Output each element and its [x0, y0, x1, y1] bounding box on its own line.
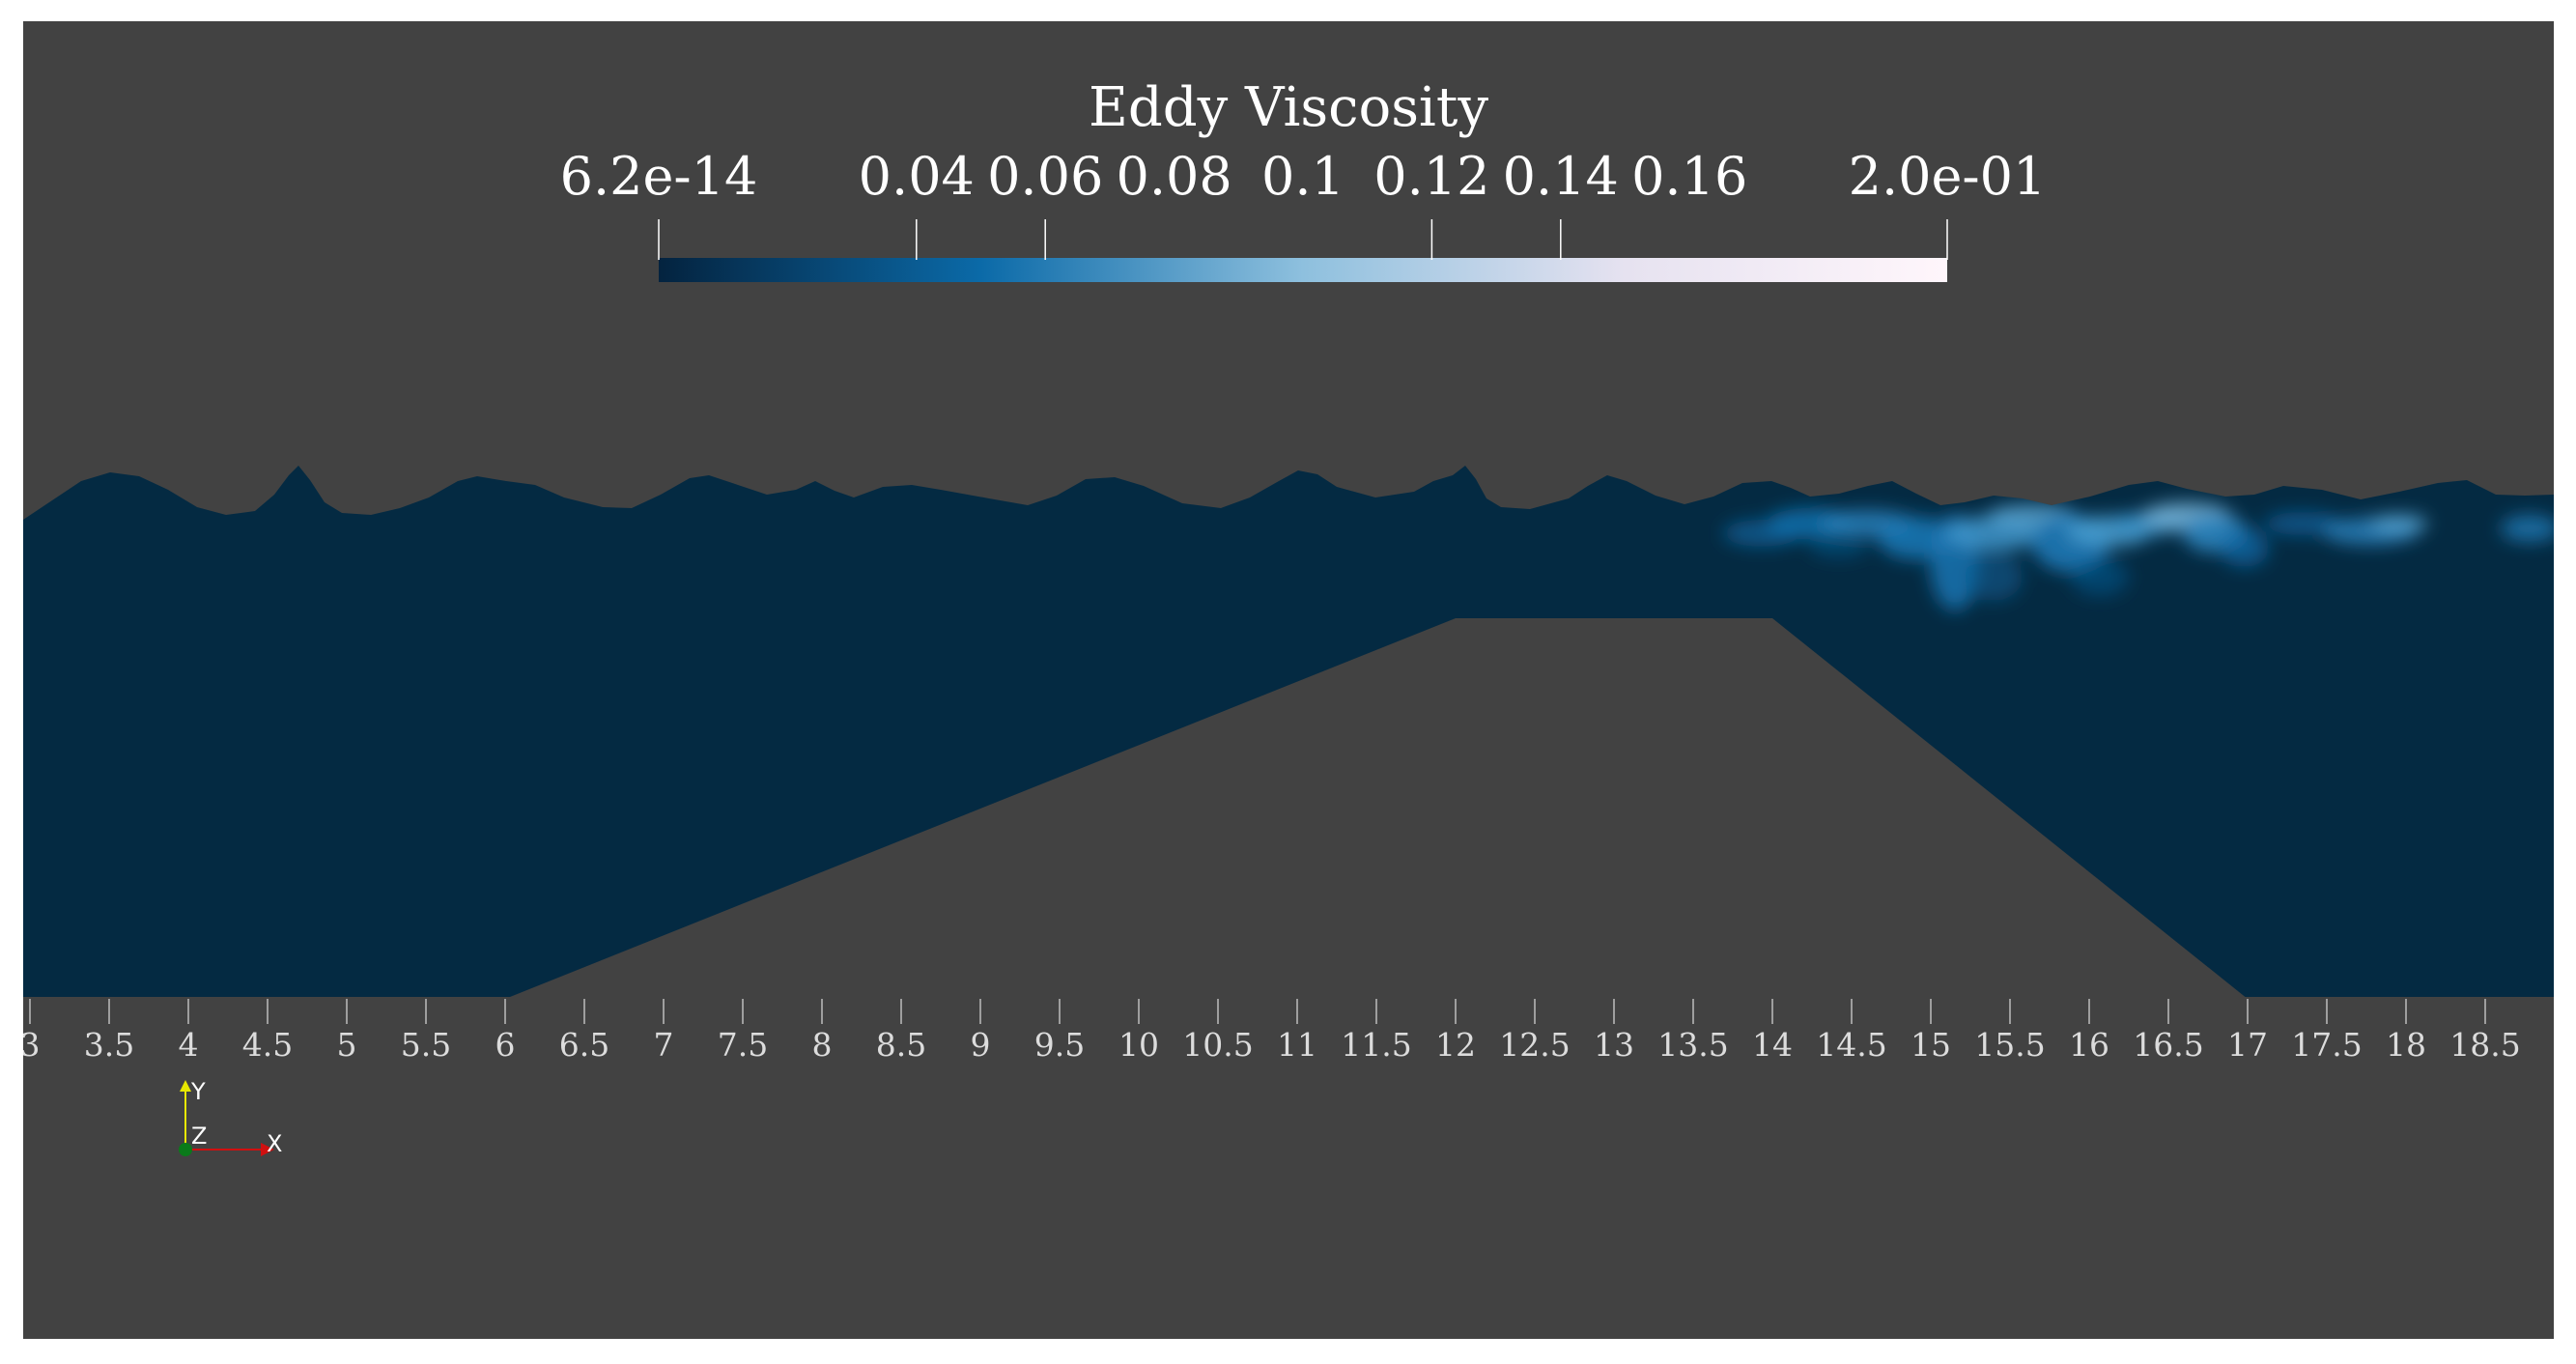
orientation-axes: [179, 1080, 274, 1156]
x-axis-tick-label: 4.5: [241, 1026, 294, 1064]
z-axis-dot: [179, 1143, 192, 1156]
x-axis-tick-label: 15: [1911, 1026, 1951, 1064]
x-axis-tick-label: 7: [653, 1026, 674, 1064]
x-axis-tick-label: 13: [1594, 1026, 1634, 1064]
x-axis-tick-label: 12: [1435, 1026, 1476, 1064]
x-axis-tick-label: 7.5: [717, 1026, 769, 1064]
viscosity-patch: [1965, 553, 2023, 601]
x-axis-arrowhead: [261, 1143, 274, 1156]
x-axis-tick-label: 8.5: [875, 1026, 927, 1064]
z-axis-label: Z: [191, 1122, 208, 1150]
x-axis-tick-label: 17.5: [2291, 1026, 2363, 1064]
x-axis-label: X: [267, 1130, 283, 1157]
x-axis-tick-label: 17: [2227, 1026, 2268, 1064]
x-axis-tick-label: 5.5: [400, 1026, 452, 1064]
x-axis-tick-label: 14: [1752, 1026, 1793, 1064]
viscosity-patch: [2071, 557, 2129, 596]
x-axis-tick-label: 12.5: [1499, 1026, 1571, 1064]
render-viewport[interactable]: Eddy Viscosity 6.2e-14 0.04 0.06 0.08 0.1 0.1…: [23, 21, 2554, 1339]
x-axis-tick-label: 11.5: [1341, 1026, 1412, 1064]
colorbar-title: Eddy Viscosity: [1089, 76, 1488, 139]
colorbar-label: 0.14: [1502, 146, 1619, 207]
colorbar-label: 0.06: [987, 146, 1104, 207]
x-axis-tick-label: 18: [2386, 1026, 2426, 1064]
viscosity-patch: [2501, 515, 2554, 542]
colorbar-gradient: [659, 258, 1947, 282]
x-axis-tick-label: 10: [1118, 1026, 1159, 1064]
colorbar-label: 2.0e-01: [1848, 146, 2047, 207]
x-axis-tick-label: 9: [970, 1026, 991, 1064]
x-axis-tick-label: 14.5: [1816, 1026, 1887, 1064]
viscosity-patch: [2370, 514, 2428, 533]
x-axis-tick-label: 6: [495, 1026, 516, 1064]
x-axis-tick-label: 16.5: [2133, 1026, 2204, 1064]
viscosity-patch: [2264, 512, 2341, 535]
x-axis-tick-label: 5: [336, 1026, 357, 1064]
x-axis-tick-label: 8: [811, 1026, 833, 1064]
x-axis-tick-label: 3.5: [83, 1026, 135, 1064]
colorbar-label: 0.08: [1116, 146, 1232, 207]
y-axis-label: Y: [191, 1078, 206, 1105]
x-axis-tick-label: 18.5: [2449, 1026, 2521, 1064]
x-axis-tick-label: 6.5: [558, 1026, 610, 1064]
submerged-obstacle: [505, 618, 2248, 999]
colorbar-label: 0.16: [1631, 146, 1748, 207]
viscosity-patch: [2221, 528, 2269, 567]
x-axis-tick-label: 13.5: [1657, 1026, 1729, 1064]
colorbar-label: 6.2e-14: [559, 146, 758, 207]
x-axis-tick-label: 11: [1277, 1026, 1317, 1064]
x-axis-tick-label: 3: [23, 1026, 41, 1064]
colorbar-label: 0.04: [858, 146, 975, 207]
x-axis-tick-label: 10.5: [1182, 1026, 1254, 1064]
colorbar-label: 0.1: [1261, 146, 1345, 207]
eddy-viscosity-plot: [23, 219, 2554, 1156]
x-axis-tick-label: 4: [178, 1026, 199, 1064]
y-axis-arrowhead: [180, 1080, 191, 1092]
x-axis-tick-label: 16: [2069, 1026, 2109, 1064]
viscosity-patch: [1810, 538, 1868, 557]
x-axis-tick-label: 15.5: [1974, 1026, 2046, 1064]
colorbar-label: 0.12: [1373, 146, 1490, 207]
x-axis-tick-label: 9.5: [1033, 1026, 1086, 1064]
